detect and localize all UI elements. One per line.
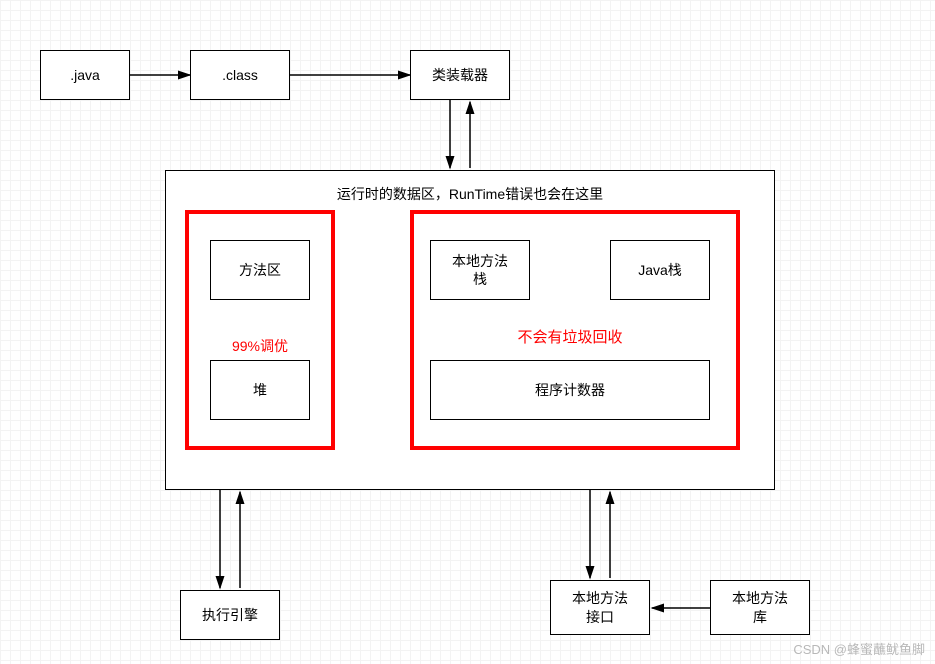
node-native-interface: 本地方法 接口 bbox=[550, 580, 650, 635]
node-exec-engine-label: 执行引擎 bbox=[202, 606, 258, 624]
node-native-interface-label: 本地方法 接口 bbox=[572, 589, 628, 625]
node-heap: 堆 bbox=[210, 360, 310, 420]
node-java-stack-label: Java栈 bbox=[638, 261, 682, 279]
watermark: CSDN @蜂蜜蘸鱿鱼脚 bbox=[793, 639, 925, 658]
annotation-tuning: 99%调优 bbox=[210, 336, 310, 356]
node-heap-label: 堆 bbox=[253, 381, 267, 399]
node-java-label: .java bbox=[70, 66, 100, 84]
runtime-title: 运行时的数据区，RunTime错误也会在这里 bbox=[166, 185, 774, 203]
node-method-area: 方法区 bbox=[210, 240, 310, 300]
node-loader: 类装载器 bbox=[410, 50, 510, 100]
node-loader-label: 类装载器 bbox=[432, 66, 488, 84]
node-program-counter-label: 程序计数器 bbox=[535, 381, 605, 399]
node-class: .class bbox=[190, 50, 290, 100]
node-method-area-label: 方法区 bbox=[239, 261, 281, 279]
annotation-no-gc: 不会有垃圾回收 bbox=[430, 326, 710, 347]
node-class-label: .class bbox=[222, 66, 258, 84]
node-java: .java bbox=[40, 50, 130, 100]
node-exec-engine: 执行引擎 bbox=[180, 590, 280, 640]
node-native-stack: 本地方法 栈 bbox=[430, 240, 530, 300]
node-native-lib: 本地方法 库 bbox=[710, 580, 810, 635]
node-native-lib-label: 本地方法 库 bbox=[732, 589, 788, 625]
node-program-counter: 程序计数器 bbox=[430, 360, 710, 420]
node-java-stack: Java栈 bbox=[610, 240, 710, 300]
node-native-stack-label: 本地方法 栈 bbox=[452, 252, 508, 288]
